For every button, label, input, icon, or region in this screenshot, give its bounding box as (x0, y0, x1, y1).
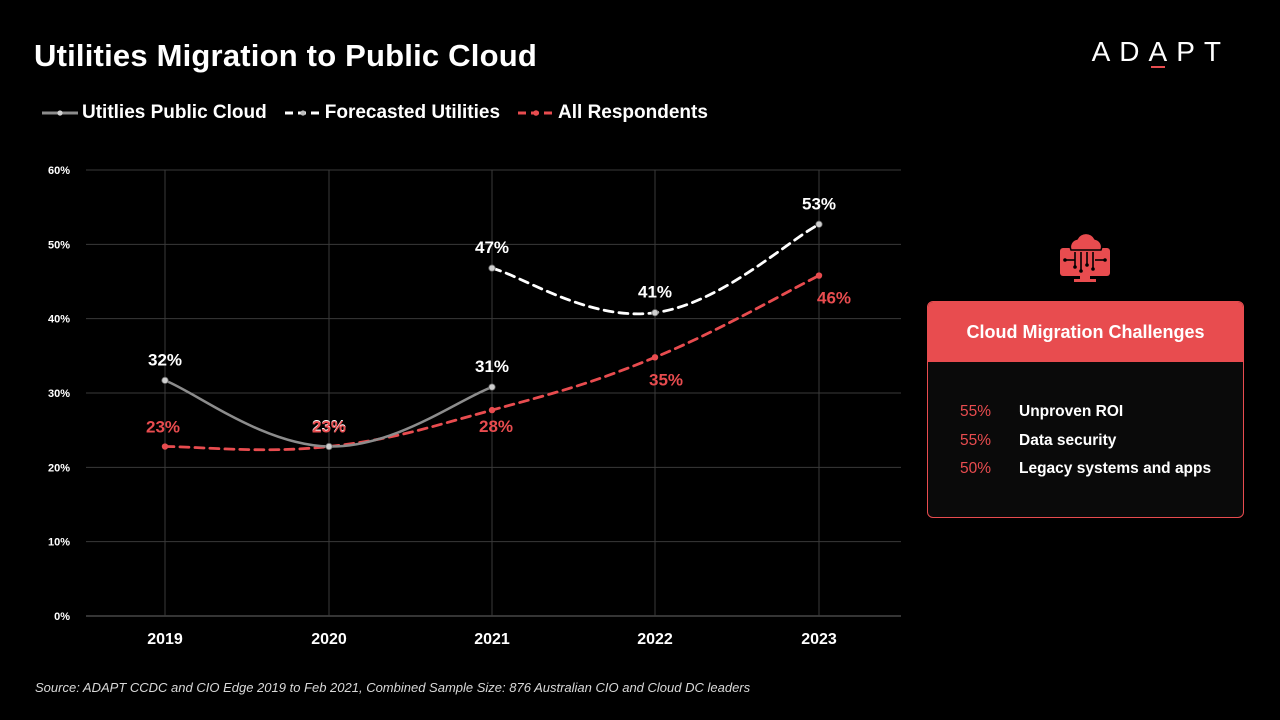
chart-legend: Utitlies Public Cloud Forecasted Utiliti… (42, 102, 708, 124)
data-label: 23% (146, 418, 180, 437)
x-tick-label: 2020 (311, 631, 347, 648)
legend-item-forecasted-utilities: Forecasted Utilities (284, 102, 501, 124)
data-label: 23% (312, 417, 346, 436)
data-point (488, 264, 496, 272)
y-tick-label: 40% (48, 314, 70, 326)
data-label: 46% (817, 289, 851, 308)
source-note: Source: ADAPT CCDC and CIO Edge 2019 to … (35, 680, 751, 695)
x-tick-label: 2019 (147, 631, 183, 648)
challenge-percent: 50% (960, 460, 992, 478)
challenge-percent: 55% (960, 431, 992, 449)
list-item: 55% Unproven ROI (960, 398, 1243, 427)
challenges-list: 55% Unproven ROI 55% Data security 50% L… (928, 362, 1243, 484)
challenge-label: Legacy systems and apps (1019, 460, 1212, 478)
challenge-label: Unproven ROI (1019, 403, 1124, 421)
line-chart: 0% 10% 20% 30% 40% 50% 60% 2019 2020 2021 2022 2023… (48, 165, 901, 648)
legend-label: Forecasted Utilities (324, 102, 501, 123)
data-label: 23% (312, 418, 346, 437)
data-point (488, 383, 496, 391)
data-point (815, 272, 823, 279)
challenge-percent: 55% (960, 403, 992, 421)
y-tick-label: 0% (54, 611, 70, 623)
data-point (488, 406, 496, 414)
legend-swatch-dashed-red (518, 110, 555, 116)
data-point (325, 442, 333, 451)
y-tick-label: 50% (48, 239, 70, 251)
list-item: 55% Data security (960, 427, 1243, 456)
x-tick-label: 2022 (637, 631, 673, 648)
legend-label: Utitlies Public Cloud (82, 102, 267, 123)
cloud-circuit-icon (1057, 230, 1113, 282)
y-tick-label: 60% (48, 165, 70, 177)
x-tick-label: 2021 (474, 631, 510, 648)
data-label: 35% (649, 370, 683, 389)
legend-label: All Respondents (558, 102, 708, 123)
page-title: Utilities Migration to Public Cloud (34, 38, 537, 73)
challenge-label: Data security (1019, 431, 1117, 449)
legend-item-all-respondents: All Respondents (518, 102, 708, 124)
y-tick-label: 20% (48, 462, 70, 474)
data-point (815, 220, 823, 228)
legend-swatch-dashed-white (284, 110, 321, 116)
data-label: 31% (475, 357, 509, 376)
panel-title: Cloud Migration Challenges (928, 302, 1243, 362)
list-item: 50% Legacy systems and apps (960, 455, 1243, 484)
data-point (651, 309, 659, 317)
data-label: 53% (802, 194, 836, 213)
data-point (161, 376, 169, 384)
legend-item-utilities-public-cloud: Utitlies Public Cloud (42, 102, 267, 124)
x-tick-label: 2023 (801, 631, 837, 648)
data-label: 28% (479, 417, 513, 436)
data-point (161, 443, 169, 450)
y-tick-label: 30% (48, 388, 70, 400)
data-label: 47% (475, 238, 509, 257)
data-label: 32% (148, 350, 182, 369)
data-label: 41% (638, 283, 672, 302)
legend-swatch-solid-grey (42, 110, 78, 116)
challenges-panel: Cloud Migration Challenges 55% Unproven … (927, 301, 1244, 518)
y-tick-label: 10% (48, 537, 70, 549)
brand-logo: ADAPT (1091, 36, 1230, 68)
data-point (651, 354, 659, 361)
